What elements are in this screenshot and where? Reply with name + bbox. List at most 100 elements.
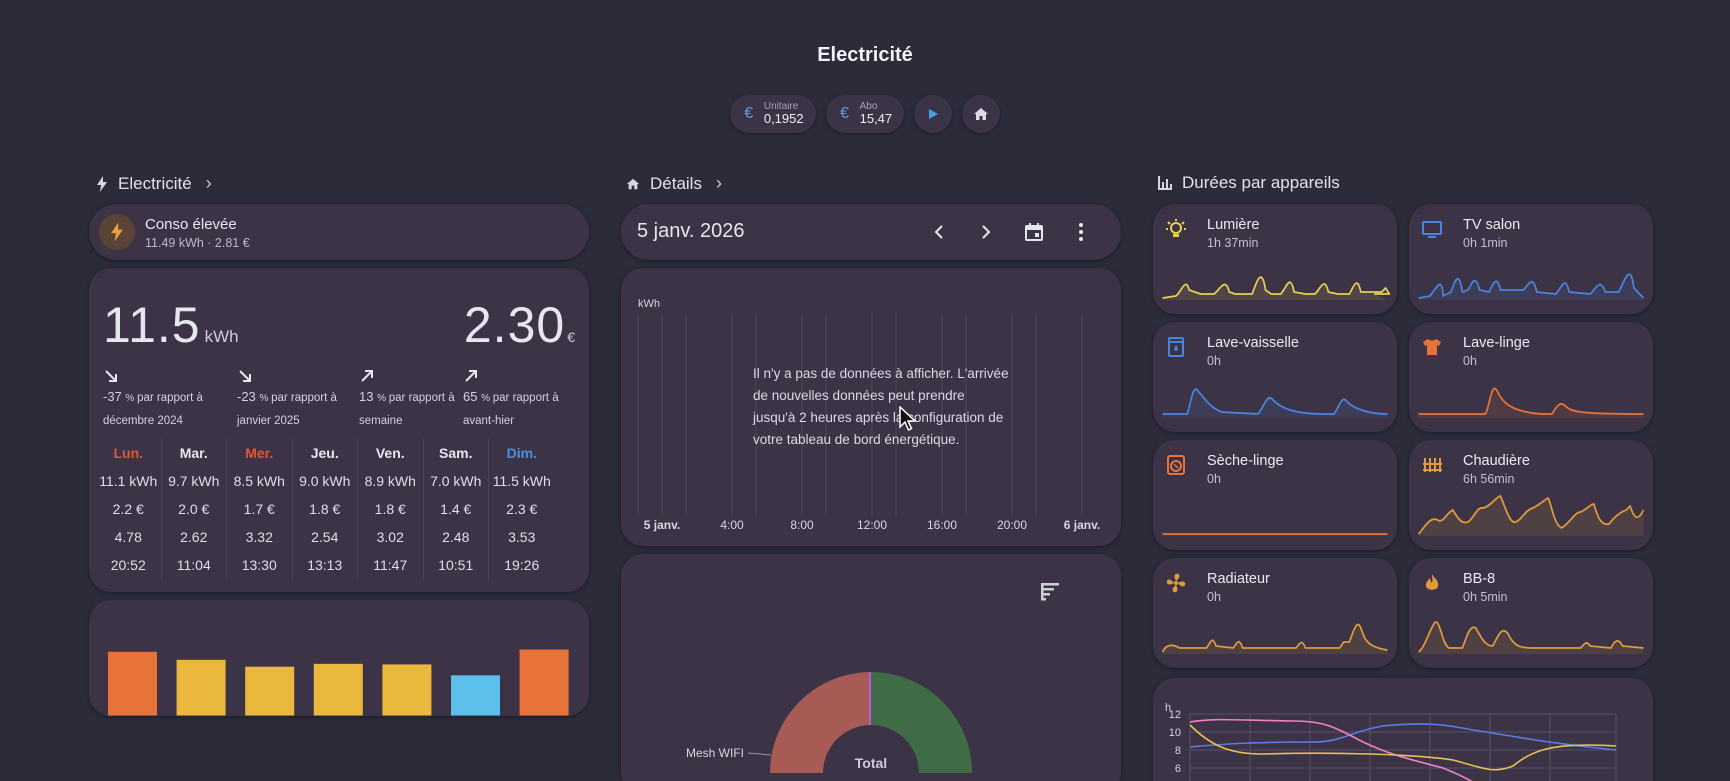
energy-unit-label: kWh: [638, 298, 660, 310]
bar-Lun.[interactable]: [108, 651, 157, 716]
main-consumption-value: 11.5: [103, 297, 201, 353]
week-time-cell: 11:47: [373, 557, 408, 573]
week-bar-chart: [108, 649, 569, 716]
bolt-icon: [97, 175, 107, 192]
hours-unit-label: h: [1165, 702, 1171, 714]
durations-header-label: Durées par appareils: [1182, 173, 1340, 192]
donut-segment-left: [770, 672, 871, 773]
week-ratio-cell: 2.62: [180, 529, 208, 545]
comparison-reference: janvier 2025: [237, 415, 300, 427]
bar-Mer.[interactable]: [245, 666, 295, 716]
calendar-icon[interactable]: [1023, 221, 1045, 243]
high-consumption-alert[interactable]: Conso élevée 11.49 kWh · 2.81 €: [89, 204, 589, 260]
device-sparkline: [1162, 533, 1388, 536]
details-header[interactable]: Détails ›: [626, 173, 722, 194]
comparison-text: par rapport à: [137, 392, 203, 404]
chevron-right-icon[interactable]: [976, 222, 996, 242]
comparison-percent: 65: [463, 389, 482, 404]
home-icon: [974, 108, 989, 120]
euro-icon: €: [840, 105, 850, 122]
comparison-unit: %: [259, 393, 272, 404]
durations-header[interactable]: Durées par appareils: [1158, 173, 1340, 193]
device-card-chaudi-re[interactable]: Chaudière 6h 56min: [1409, 440, 1653, 550]
week-kwh-cell: 11.1 kWh: [99, 473, 158, 489]
device-card-s-che-linge[interactable]: Sèche-linge 0h: [1153, 440, 1397, 550]
week-column: Dim. 11.5 kWh 2.3 € 3.53 19:26: [489, 439, 555, 579]
week-kwh-cell: 9.0 kWh: [299, 473, 351, 489]
device-name: Chaudière: [1463, 453, 1530, 469]
main-cost: 2.30 €: [464, 296, 575, 354]
arrow-down-right-icon: [105, 370, 117, 382]
page-title: Electricité: [817, 44, 913, 66]
donut-center-label: Total: [855, 755, 887, 771]
bar-chart-icon: [1158, 176, 1172, 190]
device-duration: 0h: [1463, 354, 1477, 368]
device-card-lave-linge[interactable]: Lave-linge 0h: [1409, 322, 1653, 432]
main-cost-unit: €: [567, 329, 575, 345]
unit-price-value: 0,1952: [763, 111, 804, 126]
device-duration: 1h 37min: [1207, 236, 1259, 250]
device-duration: 0h: [1207, 354, 1221, 368]
comparison-text: par rapport à: [492, 392, 559, 404]
bar-Jeu.[interactable]: [313, 663, 363, 716]
week-kwh-cell: 7.0 kWh: [430, 473, 482, 489]
week-time-cell: 13:13: [307, 557, 343, 573]
week-time-cell: 20:52: [110, 557, 146, 573]
device-sparkline: [1162, 276, 1391, 300]
energy-grid: [637, 313, 1083, 516]
main-consumption-unit: kWh: [204, 327, 239, 346]
week-day-label: Ven.: [375, 445, 405, 461]
device-duration: 0h: [1207, 590, 1221, 604]
date-label: 5 janv. 2026: [637, 220, 745, 242]
hours-tick-10: 10: [1169, 727, 1181, 739]
comparison-item: 65 % par rapport à avant-hier: [463, 368, 593, 432]
donut-card: Mesh WIFI Total: [621, 554, 1121, 781]
bar-Sam.[interactable]: [451, 675, 500, 716]
device-card-bb-8[interactable]: BB-8 0h 5min: [1409, 558, 1653, 668]
week-kwh-cell: 9.7 kWh: [168, 473, 220, 489]
week-eur-cell: 2.0 €: [178, 501, 210, 517]
comparison-item: -37 % par rapport à décembre 2024: [103, 368, 233, 432]
chevron-right-icon: ›: [205, 173, 212, 193]
arrow-down-right-icon: [239, 370, 251, 382]
chevron-left-icon[interactable]: [929, 222, 949, 242]
hours-line-yellow: [1189, 724, 1617, 771]
home-button[interactable]: [962, 95, 1001, 133]
energy-tick-label: 12:00: [857, 518, 887, 532]
energy-tick-label: 8:00: [790, 518, 814, 532]
device-card-lave-vaisselle[interactable]: Lave-vaisselle 0h: [1153, 322, 1397, 432]
bar-Dim.[interactable]: [519, 649, 569, 716]
sort-icon[interactable]: [1039, 580, 1061, 602]
week-eur-cell: 2.3 €: [506, 501, 538, 517]
comparison-percent: -37: [103, 389, 126, 404]
device-card-lumi-re[interactable]: Lumière 1h 37min: [1153, 204, 1397, 314]
device-sparkline: [1418, 387, 1644, 418]
main-cost-value: 2.30: [463, 297, 566, 353]
subscription-chip[interactable]: € Abo 15,47: [825, 95, 905, 133]
no-data-message-line: votre tableau de bord énergétique.: [753, 432, 959, 447]
device-name: Sèche-linge: [1207, 453, 1284, 469]
device-card-radiateur[interactable]: Radiateur 0h: [1153, 558, 1397, 668]
arrow-up-right-icon: [361, 370, 373, 382]
week-eur-cell: 1.8 €: [309, 501, 341, 517]
unit-price-chip[interactable]: € Unitaire 0,1952: [729, 95, 816, 133]
device-card-tv-salon[interactable]: TV salon 0h 1min: [1409, 204, 1653, 314]
energy-tick-label: 6 janv.: [1064, 518, 1100, 532]
bar-Ven.[interactable]: [382, 664, 432, 716]
week-kwh-cell: 8.5 kWh: [233, 473, 285, 489]
week-day-label: Dim.: [506, 445, 537, 461]
week-column: Mer. 8.5 kWh 1.7 € 3.32 13:30: [227, 439, 293, 579]
subscription-value: 15,47: [859, 111, 893, 126]
device-duration: 6h 56min: [1463, 472, 1515, 486]
more-vertical-icon[interactable]: [1076, 222, 1086, 242]
play-button[interactable]: [914, 95, 953, 133]
alert-avatar: [99, 214, 135, 250]
hours-line-blue: [1189, 723, 1617, 751]
bar-Mar.[interactable]: [176, 659, 226, 716]
energy-usage-chart: kWh 5 janv. 4:00 8:00 12:00 16:00 20:00 6 janv.…: [637, 298, 1100, 532]
electricity-header[interactable]: Electricité ›: [96, 173, 212, 194]
week-column: Lun. 11.1 kWh 2.2 € 4.78 20:52: [96, 439, 162, 579]
hours-tick-6: 6: [1175, 763, 1181, 775]
device-sparkline: [1161, 623, 1388, 654]
unit-price-label: Unitaire: [763, 101, 799, 112]
